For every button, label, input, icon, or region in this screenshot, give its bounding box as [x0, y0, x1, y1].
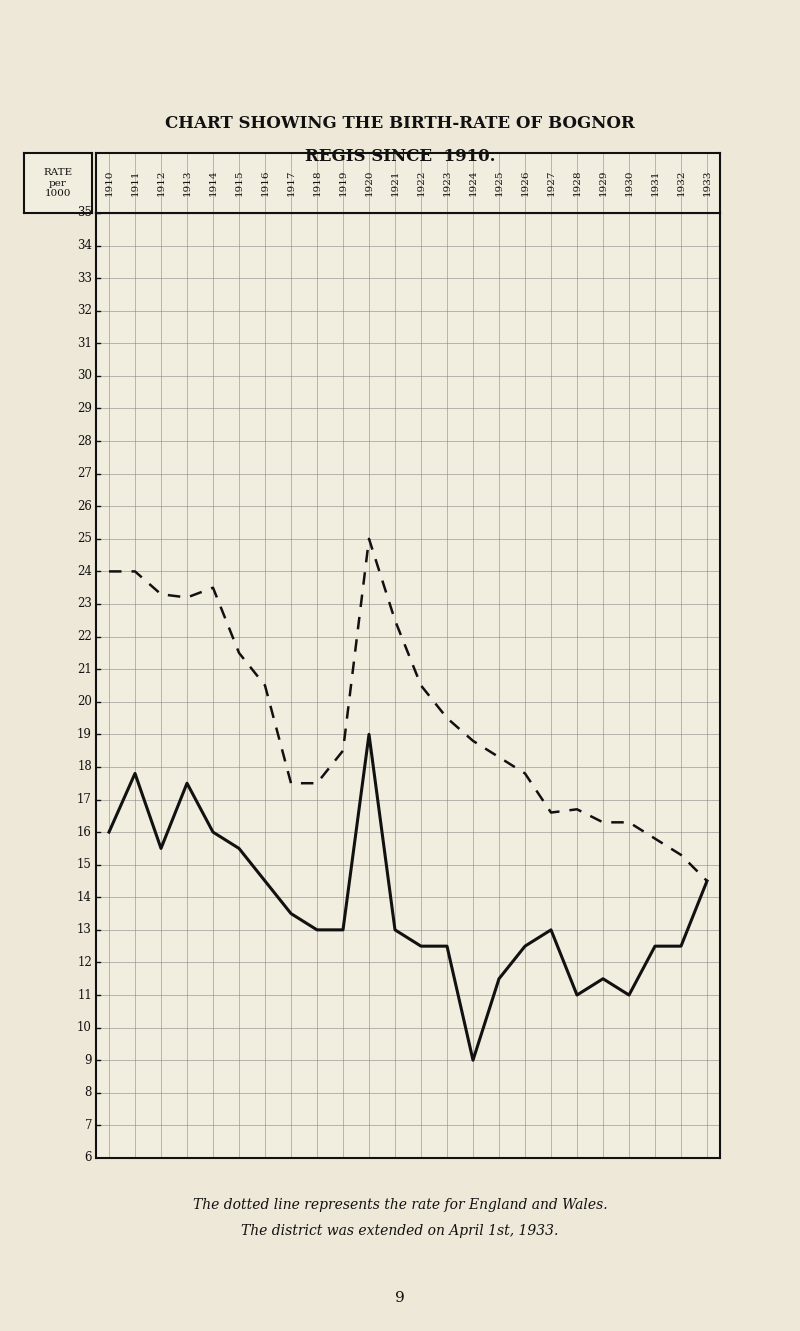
Text: 1920: 1920 — [365, 170, 374, 196]
Text: 7: 7 — [85, 1119, 92, 1131]
Text: 34: 34 — [77, 240, 92, 252]
Text: 15: 15 — [77, 858, 92, 872]
Text: 20: 20 — [77, 695, 92, 708]
Text: 1913: 1913 — [182, 170, 191, 196]
Text: 25: 25 — [77, 532, 92, 546]
Text: 22: 22 — [78, 630, 92, 643]
Text: 1927: 1927 — [546, 170, 555, 196]
Text: 1914: 1914 — [209, 170, 218, 196]
Text: 18: 18 — [78, 760, 92, 773]
Text: 13: 13 — [77, 924, 92, 937]
Text: 27: 27 — [77, 467, 92, 480]
Text: 12: 12 — [78, 956, 92, 969]
Text: 1924: 1924 — [469, 170, 478, 196]
Text: 1925: 1925 — [494, 170, 503, 196]
Text: 1931: 1931 — [650, 170, 659, 196]
Text: 9: 9 — [85, 1054, 92, 1066]
Text: 17: 17 — [77, 793, 92, 807]
Text: 29: 29 — [77, 402, 92, 415]
Text: 31: 31 — [77, 337, 92, 350]
Text: 1923: 1923 — [442, 170, 451, 196]
Text: 6: 6 — [85, 1151, 92, 1165]
Text: 1916: 1916 — [261, 170, 270, 196]
Text: 1926: 1926 — [521, 170, 530, 196]
Text: 14: 14 — [77, 890, 92, 904]
Text: 35: 35 — [77, 206, 92, 220]
Text: 1933: 1933 — [702, 170, 711, 196]
Text: 1922: 1922 — [417, 170, 426, 196]
Text: 1932: 1932 — [677, 170, 686, 196]
Text: 1928: 1928 — [573, 170, 582, 196]
Text: 9: 9 — [395, 1291, 405, 1304]
Text: The dotted line represents the rate for England and Wales.: The dotted line represents the rate for … — [193, 1198, 607, 1211]
Text: 28: 28 — [78, 434, 92, 447]
Text: 1912: 1912 — [157, 170, 166, 196]
Text: 1917: 1917 — [286, 170, 295, 196]
Text: 23: 23 — [77, 598, 92, 611]
Text: 11: 11 — [78, 989, 92, 1001]
Text: 1929: 1929 — [598, 170, 607, 196]
Text: The district was extended on April 1st, 1933.: The district was extended on April 1st, … — [242, 1225, 558, 1238]
Text: 1919: 1919 — [338, 170, 347, 196]
Text: 1918: 1918 — [313, 170, 322, 196]
Text: 32: 32 — [77, 305, 92, 317]
Text: 19: 19 — [77, 728, 92, 741]
Text: 30: 30 — [77, 370, 92, 382]
Text: REGIS SINCE  1910.: REGIS SINCE 1910. — [305, 148, 495, 165]
Text: 1930: 1930 — [625, 170, 634, 196]
Text: 1910: 1910 — [105, 170, 114, 196]
Text: 24: 24 — [77, 564, 92, 578]
Text: 16: 16 — [77, 825, 92, 839]
Text: 33: 33 — [77, 272, 92, 285]
Text: 1915: 1915 — [234, 170, 243, 196]
Text: 10: 10 — [77, 1021, 92, 1034]
Text: 1921: 1921 — [390, 170, 399, 196]
Text: RATE
per
1000: RATE per 1000 — [43, 168, 73, 198]
Text: 21: 21 — [78, 663, 92, 676]
Text: 26: 26 — [77, 499, 92, 512]
Text: 8: 8 — [85, 1086, 92, 1099]
Text: CHART SHOWING THE BIRTH-RATE OF BOGNOR: CHART SHOWING THE BIRTH-RATE OF BOGNOR — [165, 114, 635, 132]
Text: 1911: 1911 — [130, 170, 139, 196]
